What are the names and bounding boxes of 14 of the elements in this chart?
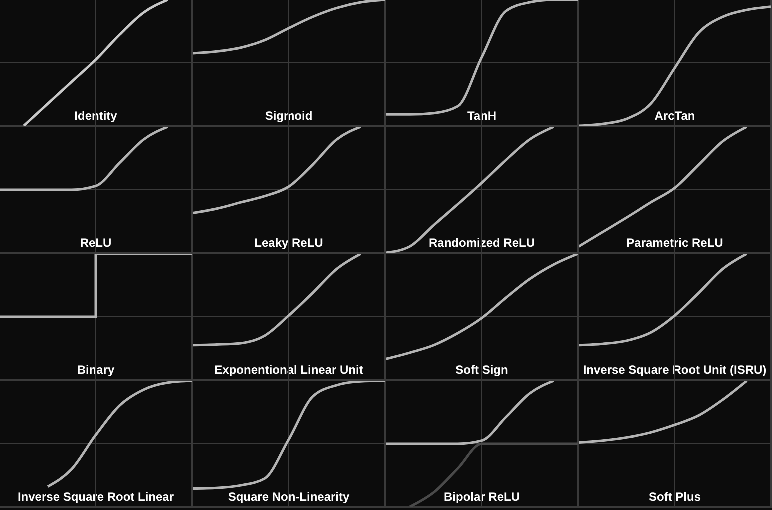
text: Binary [76, 363, 116, 377]
text: Randomized ReLU [428, 236, 536, 250]
text: Bipolar ReLU [442, 490, 521, 504]
text: Square Non-Linearity [227, 490, 351, 504]
text: Exponentional Linear Unit [214, 363, 364, 377]
text: Identity [74, 109, 118, 123]
text: Soft Plus [648, 490, 702, 504]
text: Inverse Square Root Linear [16, 490, 176, 504]
text: Leaky ReLU [254, 236, 324, 250]
text: Sigmoid [264, 109, 314, 123]
text: Parametric ReLU [626, 236, 724, 250]
text: ArcTan [654, 109, 696, 123]
text: Soft Sign [454, 363, 510, 377]
text: ReLU [79, 236, 113, 250]
